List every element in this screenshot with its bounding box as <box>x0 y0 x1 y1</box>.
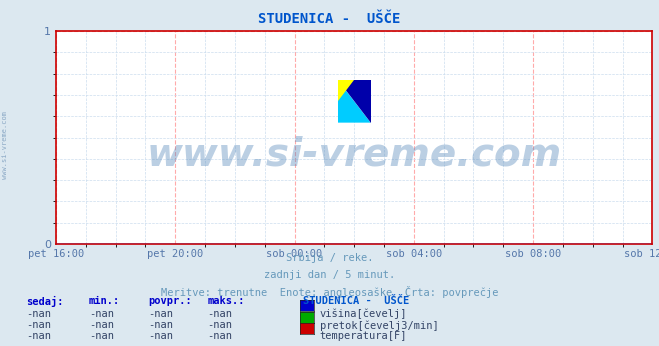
Text: maks.:: maks.: <box>208 296 245 306</box>
Text: Meritve: trenutne  Enote: angleosaške  Črta: povprečje: Meritve: trenutne Enote: angleosaške Črt… <box>161 286 498 299</box>
Polygon shape <box>338 80 370 122</box>
Text: temperatura[F]: temperatura[F] <box>320 331 407 342</box>
Text: -nan: -nan <box>26 320 51 330</box>
Text: sedaj:: sedaj: <box>26 296 64 307</box>
Text: www.si-vreme.com: www.si-vreme.com <box>2 111 9 179</box>
Polygon shape <box>338 80 370 122</box>
Text: -nan: -nan <box>26 309 51 319</box>
Text: www.si-vreme.com: www.si-vreme.com <box>146 136 562 174</box>
Text: STUDENICA -  UŠČE: STUDENICA - UŠČE <box>258 12 401 26</box>
Text: Srbija / reke.: Srbija / reke. <box>286 253 373 263</box>
Text: povpr.:: povpr.: <box>148 296 192 306</box>
Text: višina[čevelj]: višina[čevelj] <box>320 309 407 319</box>
Polygon shape <box>338 80 355 101</box>
Text: -nan: -nan <box>89 309 114 319</box>
Text: -nan: -nan <box>89 331 114 342</box>
Text: -nan: -nan <box>148 331 173 342</box>
Text: -nan: -nan <box>26 331 51 342</box>
Text: -nan: -nan <box>148 320 173 330</box>
Text: pretok[čevelj3/min]: pretok[čevelj3/min] <box>320 320 438 330</box>
Text: -nan: -nan <box>208 320 233 330</box>
Text: zadnji dan / 5 minut.: zadnji dan / 5 minut. <box>264 270 395 280</box>
Text: -nan: -nan <box>208 309 233 319</box>
Text: -nan: -nan <box>89 320 114 330</box>
Text: min.:: min.: <box>89 296 120 306</box>
Text: -nan: -nan <box>208 331 233 342</box>
Text: -nan: -nan <box>148 309 173 319</box>
Text: STUDENICA -  UŠČE: STUDENICA - UŠČE <box>303 296 409 306</box>
